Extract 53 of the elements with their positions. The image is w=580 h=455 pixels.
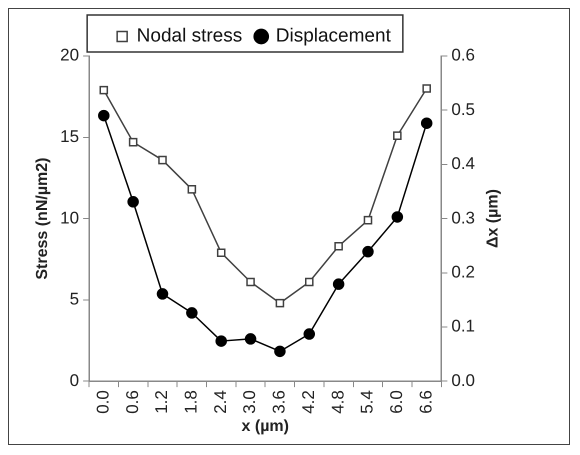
point (244, 333, 256, 345)
y2-tick-label: 0.1 (451, 316, 476, 336)
y2-tick-label: 0.0 (451, 370, 476, 390)
point (362, 246, 374, 258)
y2-tick-label: 0.5 (451, 100, 476, 119)
point (188, 185, 196, 194)
x-tick-label: 3.0 (240, 390, 260, 414)
y2-axis-title: Δx (µm) (484, 189, 502, 248)
y-tick-label: 0 (70, 370, 80, 390)
point (304, 278, 314, 286)
point (420, 117, 432, 129)
point (276, 298, 284, 308)
y-tick-label: 10 (60, 208, 80, 228)
point (246, 278, 255, 286)
x-tick-label: 4.8 (328, 390, 348, 414)
x-tick-label: 0.0 (93, 390, 112, 414)
y-tick-label: 20 (60, 46, 80, 65)
x-axis-title: x (µm) (242, 418, 289, 435)
y2-tick-label: 0.4 (451, 154, 476, 174)
point (216, 248, 226, 258)
x-tick-label: 2.4 (210, 390, 230, 414)
x-tick-label: 0.6 (122, 390, 142, 414)
x-tick-label: 6.6 (416, 390, 436, 414)
y-axis-title: Stress (nN/µm2) (34, 158, 52, 280)
x-tick-label: 3.6 (270, 390, 289, 414)
x-tick-label: 1.2 (152, 390, 172, 414)
point (364, 216, 372, 224)
point (127, 196, 139, 208)
point (156, 288, 168, 300)
point (128, 138, 138, 146)
point (274, 346, 286, 358)
legend-label: Displacement (276, 26, 392, 47)
y-tick-label: 15 (60, 126, 80, 146)
point (393, 131, 402, 140)
point (215, 335, 227, 347)
y2-tick-label: 0.2 (451, 262, 476, 282)
point (392, 211, 404, 223)
point (334, 242, 343, 251)
point (158, 156, 167, 164)
y2-tick-label: 0.3 (451, 208, 476, 228)
x-tick-label: 5.4 (358, 390, 377, 414)
y2-tick-label: 0.6 (451, 46, 476, 65)
point (186, 307, 198, 319)
legend-label: Nodal stress (136, 26, 242, 47)
point (100, 86, 108, 94)
x-tick-label: 6.0 (387, 390, 406, 414)
point (422, 84, 431, 93)
x-tick-label: 4.2 (298, 390, 318, 414)
point (332, 278, 344, 290)
y-tick-label: 5 (70, 290, 80, 309)
x-tick-label: 1.8 (182, 390, 201, 414)
point (98, 110, 110, 122)
point (304, 328, 316, 340)
